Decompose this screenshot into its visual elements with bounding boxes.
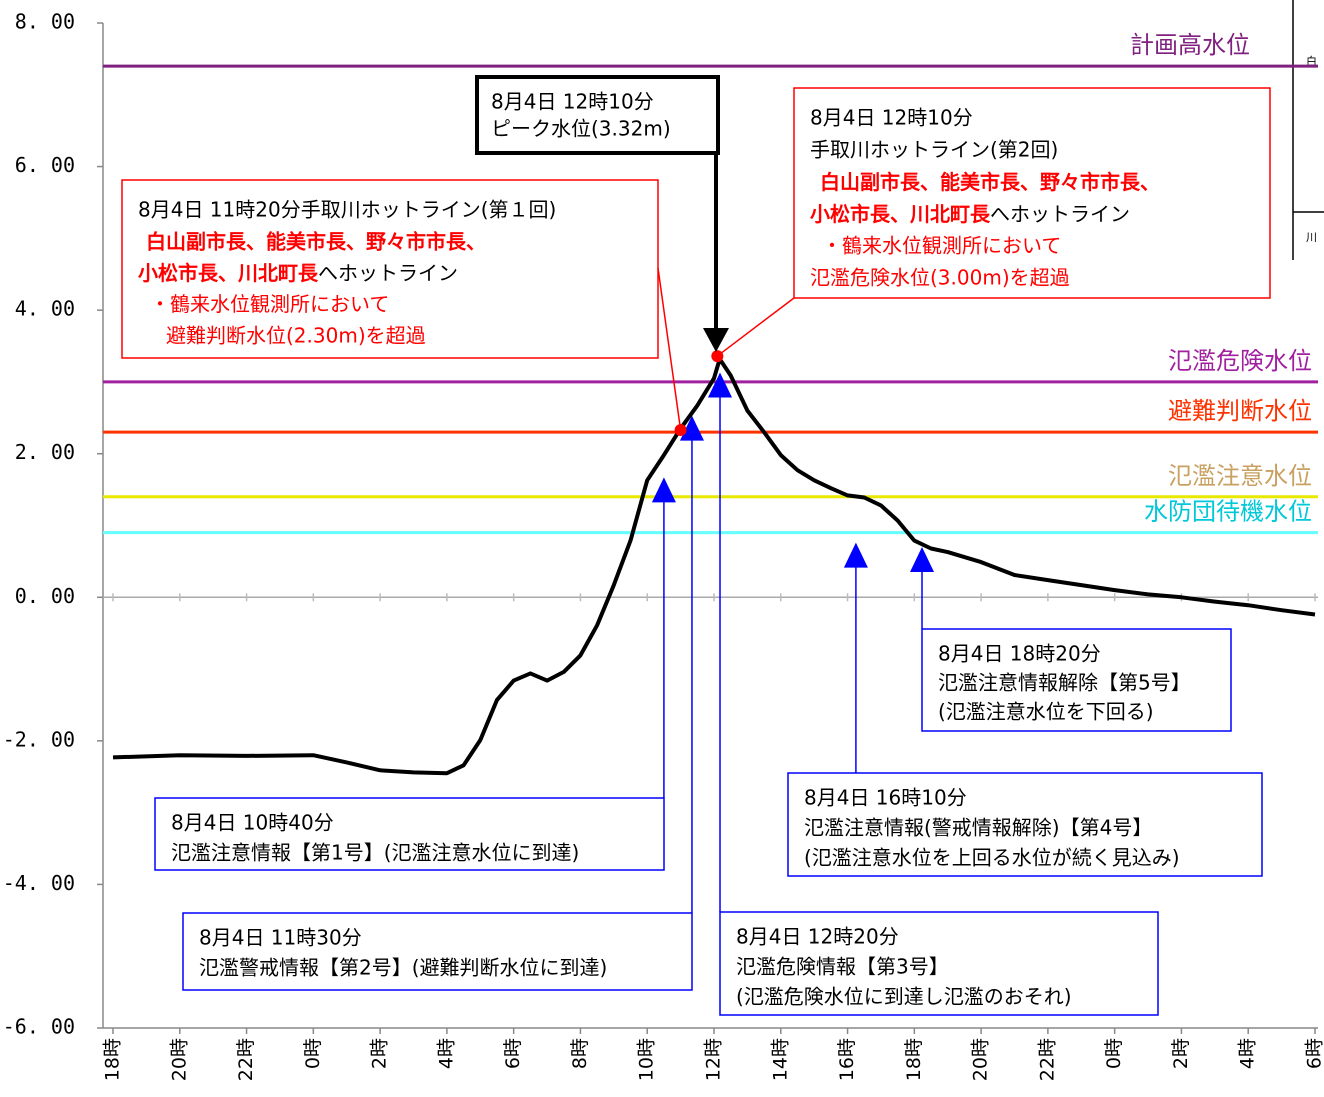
x-tick-label: 20時: [168, 1038, 190, 1081]
hotline-line: 白山副市長、能美市長、野々市市長、: [820, 170, 1160, 194]
inset-text: 川: [1306, 231, 1317, 244]
x-tick-label: 12時: [703, 1038, 725, 1081]
y-tick-label: 2. 00: [15, 440, 75, 464]
hotline-marker: [711, 350, 724, 363]
notice-text: 8月4日 12時20分: [736, 925, 899, 949]
notice-box: [787, 772, 1263, 877]
y-tick-label: -4. 00: [3, 871, 75, 895]
notice-marker: [679, 415, 704, 441]
notice-text: 氾濫危険情報【第3号】: [736, 955, 949, 979]
hotline-recipients: 小松市長、川北町長: [138, 261, 319, 285]
x-tick-label: 10時: [636, 1038, 658, 1081]
hotline-detail: ・鶴来水位観測所において: [822, 234, 1061, 258]
x-tick-label: 8時: [569, 1038, 591, 1069]
x-tick-label: 0時: [1103, 1038, 1125, 1069]
reference-label: 水防団待機水位: [1144, 498, 1312, 526]
notice-text: 8月4日 10時40分: [171, 811, 334, 835]
y-tick-label: 8. 00: [15, 10, 75, 34]
y-tick-label: 6. 00: [15, 153, 75, 177]
hotline-text: 手取川ホットライン(第2回): [810, 138, 1058, 162]
x-tick-label: 0時: [302, 1038, 324, 1069]
water-level-line: [112, 357, 1316, 776]
y-tick-label: 0. 00: [15, 584, 75, 608]
notice-marker: [708, 372, 733, 398]
x-tick-label: 18時: [903, 1038, 925, 1081]
y-tick-label: -2. 00: [3, 727, 75, 751]
hotline-line: 白山副市長、能美市長、野々市市長、: [146, 229, 486, 253]
x-tick-label: 6時: [1304, 1038, 1324, 1069]
hotline-detail: ・鶴来水位観測所において: [150, 292, 389, 316]
x-tick-label: 6時: [502, 1038, 524, 1069]
hotline-recipients: 白山副市長、能美市長、野々市市長、: [820, 170, 1160, 194]
peak-text: 8月4日 12時10分: [491, 90, 654, 114]
x-tick-label: 4時: [435, 1038, 457, 1069]
notice-marker: [910, 546, 935, 572]
reference-label: 氾濫危険水位: [1168, 347, 1312, 375]
notice-text: 氾濫注意情報解除【第5号】: [938, 671, 1191, 695]
inset-text: 白: [1306, 54, 1317, 68]
leader-line: [716, 297, 795, 357]
x-tick-label: 4時: [1237, 1038, 1259, 1069]
hotline-line: 小松市長、川北町長へホットライン: [138, 261, 458, 285]
reference-label: 計画高水位: [1130, 31, 1250, 59]
reference-label: 氾濫注意水位: [1168, 462, 1312, 490]
notice-text: 8月4日 16時10分: [804, 786, 967, 810]
peak-box: [475, 75, 720, 155]
leader-line: [657, 267, 682, 431]
x-tick-label: 22時: [235, 1038, 257, 1081]
hotline-text: 8月4日 11時20分手取川ホットライン(第１回): [138, 198, 556, 222]
hotline-box: [121, 179, 659, 359]
hotline-recipients: 小松市長、川北町長: [810, 202, 991, 226]
x-tick-label: 14時: [769, 1038, 791, 1081]
x-tick-label: 18時: [102, 1038, 124, 1081]
y-tick-label: -6. 00: [3, 1015, 75, 1039]
y-tick-label: 4. 00: [15, 297, 75, 321]
notice-box: [182, 912, 693, 991]
hotline-action: へホットライン: [318, 261, 458, 285]
notice-marker: [843, 542, 868, 568]
notice-text: (氾濫危険水位に到達し氾濫のおそれ): [736, 985, 1072, 1009]
notice-marker: [651, 477, 676, 503]
notice-box: [719, 911, 1159, 1016]
hotline-line: 小松市長、川北町長へホットライン: [810, 202, 1130, 226]
hotline-marker: [674, 424, 687, 437]
hotline-detail: 氾濫危険水位(3.00m)を超過: [810, 266, 1070, 290]
hotline-text: 8月4日 12時10分: [810, 106, 973, 130]
notice-text: 8月4日 11時30分: [199, 926, 362, 950]
notice-text: 氾濫注意情報【第1号】(氾濫注意水位に到達): [171, 841, 579, 865]
hotline-detail: 避難判断水位(2.30m)を超過: [166, 324, 426, 348]
x-tick-label: 2時: [1170, 1038, 1192, 1069]
notice-text: (氾濫注意水位を上回る水位が続く見込み): [804, 846, 1180, 870]
notice-text: 8月4日 18時20分: [938, 642, 1101, 666]
hotline-box: [793, 87, 1271, 299]
notice-text: 氾濫注意情報(警戒情報解除)【第4号】: [804, 816, 1152, 840]
x-tick-label: 22時: [1036, 1038, 1058, 1081]
notice-box: [154, 797, 665, 871]
reference-label: 避難判断水位: [1168, 397, 1312, 425]
peak-text: ピーク水位(3.32m): [491, 117, 671, 141]
hotline-action: へホットライン: [990, 202, 1130, 226]
notice-text: 氾濫警戒情報【第2号】(避難判断水位に到達): [199, 956, 607, 980]
peak-arrowhead: [703, 328, 729, 352]
x-tick-label: 2時: [369, 1038, 391, 1069]
x-tick-label: 16時: [836, 1038, 858, 1081]
notice-box: [921, 628, 1232, 732]
x-tick-label: 20時: [970, 1038, 992, 1081]
notice-text: (氾濫注意水位を下回る): [938, 700, 1154, 724]
hotline-recipients: 白山副市長、能美市長、野々市市長、: [146, 229, 486, 253]
